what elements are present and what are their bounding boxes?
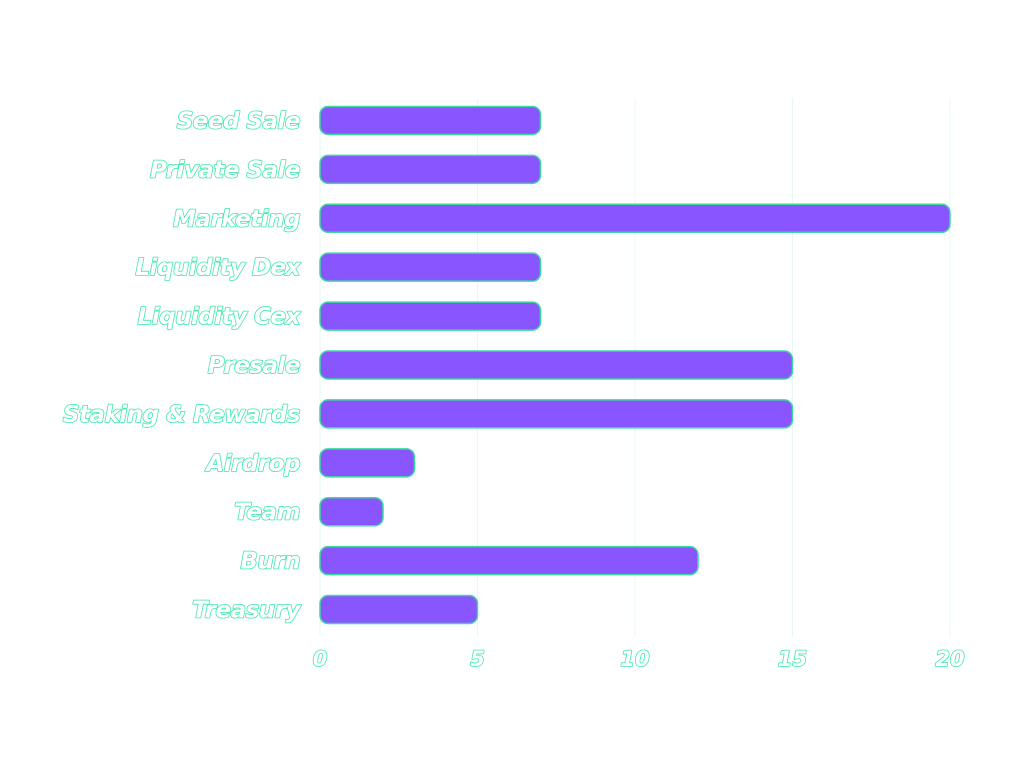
x-tick-labels: 0 5 10 15 20: [312, 646, 966, 672]
bar-airdrop: [319, 448, 416, 478]
category-label-presale: Presale: [208, 353, 300, 379]
category-label-team: Team: [234, 500, 300, 526]
bar-treasury: [319, 594, 479, 625]
category-labels: Seed Sale Private Sale Marketing Liquidity …: [62, 108, 303, 625]
bar-presale: [319, 350, 794, 380]
category-label-seed-sale: Seed Sale: [177, 108, 300, 134]
bar-seed-sale: [319, 105, 542, 136]
category-label-liquidity-cex: Liquidity Cex: [138, 304, 302, 330]
x-tick-label-20: 20: [935, 647, 964, 671]
bar-marketing: [319, 203, 951, 234]
bar-team: [319, 496, 384, 527]
category-label-treasury: Treasury: [192, 598, 302, 624]
x-tick-label-0: 0: [313, 647, 328, 671]
category-label-private-sale: Private Sale: [150, 157, 300, 183]
category-label-liquidity-dex: Liquidity Dex: [135, 255, 301, 281]
category-label-marketing: Marketing: [173, 206, 300, 232]
bar-liquidity-cex: [319, 301, 542, 331]
bar-burn: [319, 545, 699, 576]
bar-layer: [319, 105, 951, 625]
category-label-airdrop: Airdrop: [204, 451, 300, 477]
category-label-burn: Burn: [240, 549, 300, 575]
bar-staking-rewards: [319, 399, 794, 429]
x-tick-label-10: 10: [620, 647, 649, 671]
bar-private-sale: [319, 154, 542, 185]
x-tick-label-15: 15: [778, 647, 807, 671]
category-label-staking-rewards: Staking & Rewards: [63, 402, 300, 428]
bar-liquidity-dex: [319, 252, 542, 282]
x-tick-label-5: 5: [470, 647, 485, 671]
